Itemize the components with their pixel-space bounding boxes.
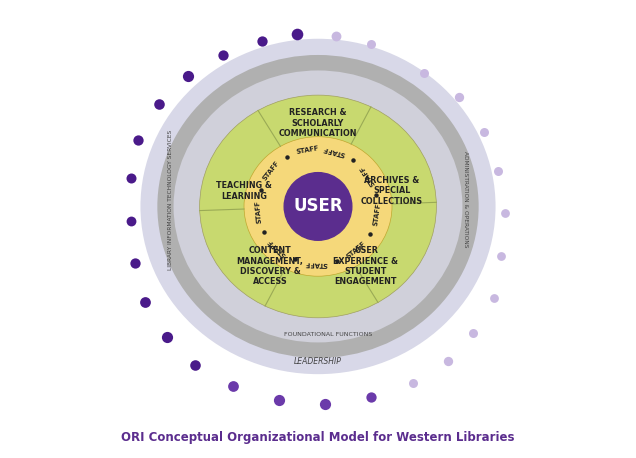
Ellipse shape: [141, 39, 495, 374]
Point: [183, 72, 193, 80]
Point: [256, 37, 266, 44]
Point: [443, 358, 453, 365]
Point: [218, 51, 228, 59]
Text: STAFF: STAFF: [345, 241, 367, 260]
Point: [155, 101, 165, 108]
Ellipse shape: [244, 136, 392, 276]
Text: TEACHING &
LEARNING: TEACHING & LEARNING: [216, 181, 272, 201]
Text: STAFF: STAFF: [296, 145, 319, 155]
Point: [500, 210, 510, 217]
Text: RESEARCH &
SCHOLARLY
COMMUNICATION: RESEARCH & SCHOLARLY COMMUNICATION: [279, 109, 357, 138]
Text: STAFF: STAFF: [359, 164, 377, 186]
Point: [133, 136, 143, 143]
Text: STAFF: STAFF: [254, 200, 263, 223]
Text: CONTENT
MANAGEMENT,
DISCOVERY &
ACCESS: CONTENT MANAGEMENT, DISCOVERY & ACCESS: [237, 246, 303, 286]
Ellipse shape: [200, 95, 436, 318]
Point: [141, 298, 151, 305]
Point: [228, 382, 238, 390]
Text: STAFF: STAFF: [373, 202, 382, 226]
Point: [408, 379, 418, 386]
Point: [478, 129, 488, 136]
Text: STAFF: STAFF: [261, 160, 280, 182]
Point: [454, 93, 464, 101]
Text: STAFF: STAFF: [304, 261, 328, 267]
Point: [331, 32, 341, 39]
Text: ARCHIVES &
SPECIAL
COLLECTIONS: ARCHIVES & SPECIAL COLLECTIONS: [361, 176, 423, 206]
Point: [320, 400, 330, 408]
Point: [493, 168, 503, 175]
Text: LEADERSHIP: LEADERSHIP: [294, 357, 342, 366]
Circle shape: [284, 173, 352, 240]
Point: [292, 30, 302, 38]
Text: STAFF: STAFF: [266, 238, 287, 258]
Point: [496, 252, 506, 259]
Point: [126, 174, 136, 182]
Point: [274, 397, 284, 404]
Point: [126, 217, 136, 224]
Text: USER: USER: [293, 197, 343, 215]
Text: LIBRARY INFORMATION TECHNOLOGY SERVICES: LIBRARY INFORMATION TECHNOLOGY SERVICES: [167, 129, 172, 269]
Point: [489, 294, 499, 302]
Ellipse shape: [174, 71, 462, 343]
Text: ORI Conceptual Organizational Model for Western Libraries: ORI Conceptual Organizational Model for …: [121, 431, 515, 444]
Point: [130, 259, 140, 267]
Text: STAFF: STAFF: [321, 145, 345, 157]
Point: [366, 393, 376, 400]
Text: FOUNDATIONAL FUNCTIONS: FOUNDATIONAL FUNCTIONS: [284, 332, 373, 337]
Ellipse shape: [157, 55, 479, 358]
Point: [366, 41, 376, 48]
Point: [190, 361, 200, 369]
Point: [162, 333, 172, 340]
Point: [468, 330, 478, 337]
Point: [418, 69, 429, 76]
Text: ADMINISTRATION & OPERATIONS: ADMINISTRATION & OPERATIONS: [464, 151, 469, 248]
Text: USER
EXPERIENCE &
STUDENT
ENGAGEMENT: USER EXPERIENCE & STUDENT ENGAGEMENT: [333, 246, 398, 286]
